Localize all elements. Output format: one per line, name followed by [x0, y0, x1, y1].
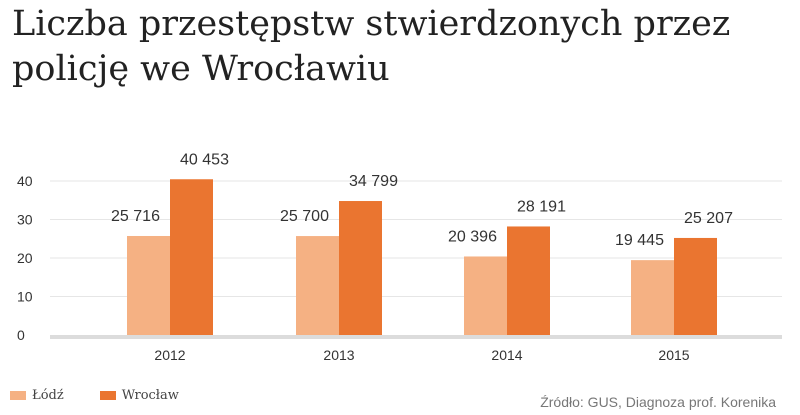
- bar-wroclaw-2012: [170, 179, 213, 335]
- source-note: Źródło: GUS, Diagnoza prof. Korenika: [540, 394, 776, 410]
- data-label: 40 453: [180, 151, 229, 168]
- data-label: 25 716: [111, 208, 160, 225]
- bar-lodz-2015: [631, 260, 674, 335]
- data-label: 34 799: [349, 173, 398, 190]
- bar-wroclaw-2015: [674, 237, 717, 335]
- x-tick-label: 2015: [658, 347, 689, 363]
- legend-item-lodz: Łódź: [10, 388, 64, 403]
- x-tick-label: 2012: [154, 347, 185, 363]
- data-label: 25 700: [280, 208, 329, 225]
- chart-title: Liczba przestępstw stwierdzonych przez p…: [12, 4, 731, 89]
- data-label: 19 445: [615, 232, 664, 249]
- y-tick-label: 10: [17, 289, 33, 305]
- y-tick-label: 20: [17, 250, 33, 266]
- x-axis-line: [50, 335, 782, 339]
- x-tick-label: 2013: [323, 347, 354, 363]
- bar-lodz-2012: [127, 235, 170, 335]
- data-label: 28 191: [517, 198, 566, 215]
- legend-label-wroclaw: Wrocław: [121, 388, 179, 403]
- legend-label-lodz: Łódź: [32, 388, 64, 403]
- bar-lodz-2013: [296, 236, 339, 335]
- bar-lodz-2014: [464, 256, 507, 335]
- bar-wroclaw-2013: [339, 201, 382, 335]
- data-label: 25 207: [684, 210, 733, 227]
- data-label: 20 396: [448, 228, 497, 245]
- legend-swatch-wroclaw: [99, 391, 116, 400]
- y-tick-label: 40: [17, 173, 33, 189]
- legend: Łódź Wrocław: [10, 388, 215, 403]
- y-tick-label: 30: [17, 212, 33, 228]
- x-tick-label: 2014: [491, 347, 522, 363]
- bar-wroclaw-2014: [507, 226, 550, 335]
- legend-swatch-lodz: [10, 391, 26, 400]
- y-tick-label: 0: [17, 327, 25, 343]
- bar-chart: 0 10 20 30 40 25 716 40 453 2012 25 700 34 799 201…: [17, 151, 782, 363]
- legend-item-wroclaw: Wrocław: [99, 388, 179, 403]
